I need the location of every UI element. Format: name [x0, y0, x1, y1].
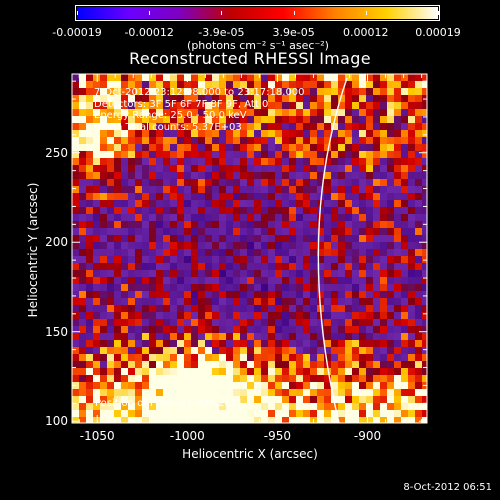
x-tick-label: -1000: [169, 429, 205, 443]
colorbar-tick-label: 3.9e-05: [272, 26, 315, 39]
colorbar-tick-mark: [77, 11, 78, 15]
plot-title: Reconstructed RHESSI Image: [129, 49, 371, 68]
y-axis-title: Heliocentric Y (arcsec): [26, 182, 40, 318]
colorbar-tick-mark: [221, 11, 223, 15]
x-axis-title: Heliocentric X (arcsec): [182, 447, 318, 461]
colorbar-tick-label: -0.00019: [52, 26, 102, 39]
y-tick-label: 150: [45, 324, 68, 339]
y-tick-label: 250: [45, 145, 68, 160]
peak-position: Position of Peak = [-998,281]: [95, 398, 242, 409]
axis-ticks: [72, 74, 427, 423]
colorbar-tick-label: -3.9e-05: [198, 26, 245, 39]
y-tick-label: 100: [45, 414, 68, 429]
x-tick-label: -900: [353, 429, 382, 443]
detectors: Detectors: 3F 5F 6F 7F 8F 9F, Att 0: [94, 98, 269, 110]
colorbar-tick-mark: [293, 11, 295, 15]
colorbar-units: (photons cm⁻² s⁻¹ asec⁻²): [187, 39, 329, 52]
observation-info: 7-Oct-2012 23:12:08.000 to 23:17:18.000 …: [94, 87, 305, 133]
timestamp: 8-Oct-2012 06:51: [403, 482, 492, 493]
colorbar: [75, 5, 440, 21]
solar-limb: [317, 77, 348, 423]
colorbar-tick-label: -0.00012: [124, 26, 174, 39]
x-tick-label: -1050: [79, 429, 115, 443]
colorbar-tick-mark: [149, 11, 151, 15]
colorbar-tick-label: 0.00012: [343, 26, 389, 39]
colorbar-tick-mark: [438, 11, 439, 15]
colorbar-gradient: [77, 7, 438, 19]
y-tick-label: 200: [45, 235, 68, 250]
flux-image: [72, 74, 427, 423]
energy-range: Energy Range: 25.0 - 50.0 keV: [94, 110, 247, 121]
colorbar-tick-mark: [365, 11, 367, 15]
x-tick-label: -950: [263, 429, 292, 443]
colorbar-tick-label: 0.00019: [415, 26, 461, 39]
plot-frame: [71, 73, 428, 424]
time-range: 7-Oct-2012 23:12:08.000 to 23:17:18.000: [94, 87, 305, 98]
clean-counts: Clean Total counts: 5.37E+03: [94, 121, 242, 133]
